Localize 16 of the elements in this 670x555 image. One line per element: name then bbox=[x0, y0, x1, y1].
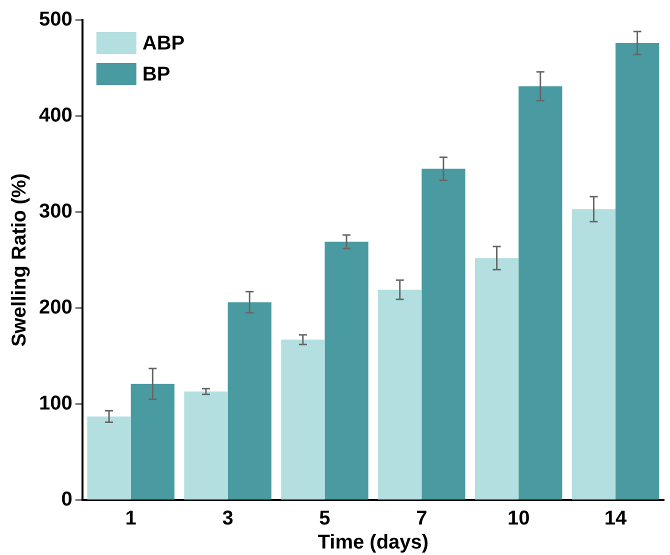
y-tick-label: 200 bbox=[38, 296, 72, 319]
legend-label: BP bbox=[142, 64, 170, 86]
x-tick-label: 14 bbox=[604, 508, 628, 530]
y-tick-label: 0 bbox=[61, 488, 72, 511]
x-axis-title: Time (days) bbox=[318, 532, 429, 554]
y-tick-label: 400 bbox=[38, 104, 72, 127]
y-axis-title: Swelling Ratio (%) bbox=[8, 173, 31, 347]
x-tick-label: 5 bbox=[319, 508, 330, 530]
legend-label: ABP bbox=[142, 32, 185, 55]
x-tick-label: 10 bbox=[507, 508, 530, 530]
y-tick-label: 300 bbox=[38, 200, 72, 223]
x-tick-label: 7 bbox=[416, 508, 428, 530]
y-tick-label: 500 bbox=[38, 8, 72, 31]
x-tick-label: 1 bbox=[125, 508, 136, 530]
x-tick-label: 3 bbox=[222, 508, 234, 530]
y-tick-label: 100 bbox=[38, 392, 72, 415]
